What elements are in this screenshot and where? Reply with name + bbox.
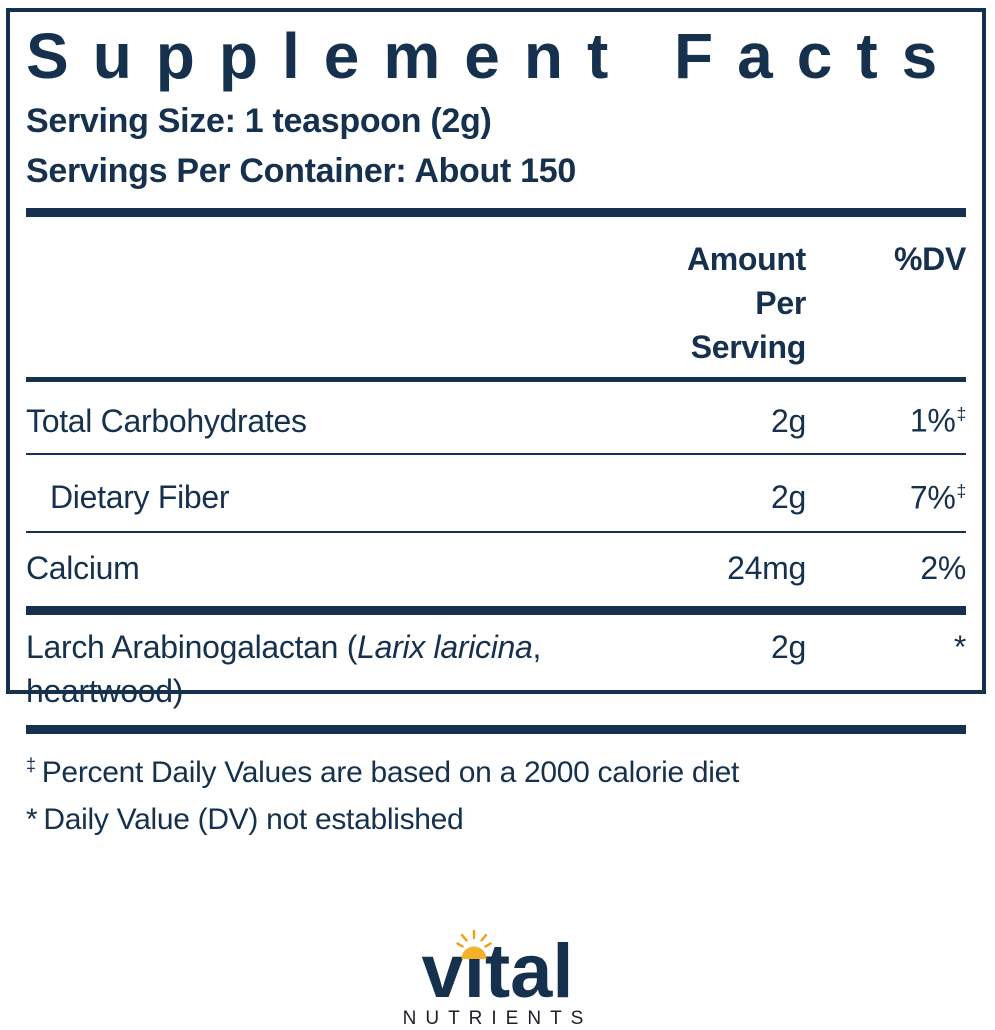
double-dagger-marker: ‡ (26, 755, 36, 776)
header-percent-dv: %DV (893, 241, 966, 277)
name-suffix: , heartwood) (26, 629, 542, 710)
header-amount-per-serving: Amount Per Serving (686, 241, 806, 365)
brand-letters-pre: v (421, 929, 464, 1014)
nutrient-dv: 1%‡ (806, 392, 966, 443)
asterisk-marker: * (26, 803, 38, 837)
double-dagger-note: ‡ (956, 480, 967, 501)
double-dagger-note: ‡ (956, 404, 967, 424)
name-prefix: Larch Arabinogalactan ( (26, 629, 358, 666)
nutrient-dv: 2% (806, 546, 966, 590)
table-row: Total Carbohydrates 2g 1%‡ (26, 382, 966, 455)
nutrient-dv: 7%‡ (806, 469, 966, 520)
serving-size: Serving Size: 1 teaspoon (2g) (26, 102, 492, 140)
divider-thick-top (26, 208, 966, 217)
nutrient-dv: * (806, 625, 966, 669)
panel-title: Supplement Facts (26, 20, 962, 92)
nutrient-name: Larch Arabinogalactan (Larix laricina, h… (26, 625, 676, 713)
nutrient-name: Total Carbohydrates (26, 402, 307, 439)
nutrient-amount: 2g (771, 402, 806, 439)
footnote-text: Percent Daily Values are based on a 2000… (41, 756, 740, 790)
table-header-row: Amount Per Serving %DV (26, 217, 966, 382)
brand-letter-i: ı (456, 930, 492, 1010)
table-row: Dietary Fiber 2g 7%‡ (26, 455, 966, 534)
footnote-dv-not-established: * Daily Value (DV) not established (26, 796, 966, 843)
nutrient-name: Calcium (26, 550, 140, 587)
nutrient-amount: 2g (771, 479, 806, 516)
serving-info: Serving Size: 1 teaspoon (2g) Servings P… (26, 96, 966, 196)
brand-letters-post: tal (484, 929, 574, 1014)
dv-value: 1% (909, 402, 956, 439)
nutrient-name: Dietary Fiber (50, 479, 230, 516)
table-row: Calcium 24mg 2% (26, 533, 966, 616)
vital-nutrients-logo: v ıtal NUTRIENTS (0, 930, 995, 1030)
footnote-text: Daily Value (DV) not established (43, 803, 464, 837)
dv-value: 7% (909, 479, 956, 516)
nutrient-amount: 2g (771, 629, 806, 666)
dv-value: 2% (920, 550, 966, 587)
footnote-daily-values: ‡ Percent Daily Values are based on a 200… (26, 742, 966, 796)
dv-asterisk: * (953, 629, 966, 666)
name-latin-italic: Larix laricina (357, 629, 533, 666)
supplement-facts-panel: Supplement Facts Serving Size: 1 teaspoo… (6, 8, 986, 836)
sun-icon (456, 930, 492, 959)
nutrient-amount: 24mg (727, 550, 806, 587)
footnotes: ‡ Percent Daily Values are based on a 200… (26, 742, 966, 843)
brand-subtext: NUTRIENTS (402, 1008, 593, 1029)
table-row: Larch Arabinogalactan (Larix laricina, h… (26, 615, 966, 735)
brand-wordmark: v ıtal (0, 930, 995, 1010)
servings-per-container: Servings Per Container: About 150 (26, 152, 576, 190)
